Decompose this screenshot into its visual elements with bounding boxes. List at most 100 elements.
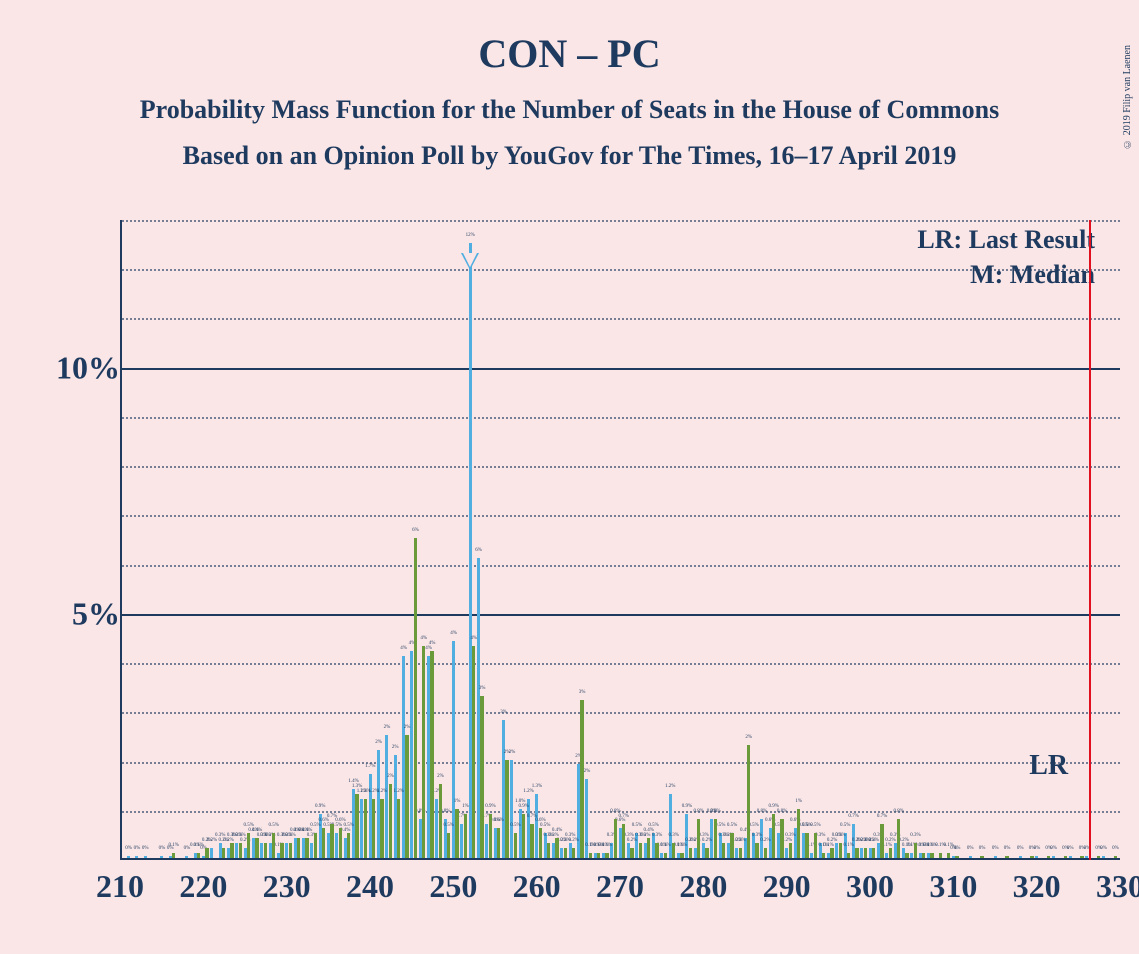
bar-value-label: 0.3% xyxy=(835,833,845,838)
bar-green xyxy=(872,848,875,858)
bar-green xyxy=(780,819,783,858)
bar-value-label: 0.8% xyxy=(777,809,787,814)
bar-green xyxy=(839,843,842,858)
bar-value-label: 0% xyxy=(1079,846,1086,851)
bar-value-label: 0.1% xyxy=(844,843,854,848)
bar-value-label: 0.9% xyxy=(519,804,529,809)
plot-area: LR: Last Result M: Median 0%0%0%0%0%0%0.… xyxy=(120,220,1120,860)
chart-subtitle: Probability Mass Function for the Number… xyxy=(0,95,1139,125)
bar-value-label: 0.3% xyxy=(669,833,679,838)
bar-value-label: 0.5% xyxy=(727,823,737,828)
bar-value-label: 1.2% xyxy=(394,789,404,794)
bar-value-label: 1.2% xyxy=(523,789,533,794)
bar-green xyxy=(914,843,917,858)
bar-blue xyxy=(1035,856,1038,858)
bar-value-label: 0.3% xyxy=(635,833,645,838)
bar-green xyxy=(897,819,900,858)
x-axis-label: 320 xyxy=(1013,868,1061,905)
bar-green xyxy=(414,538,417,858)
bar-value-label: 0.3% xyxy=(260,833,270,838)
bar-blue xyxy=(969,856,972,858)
bar-value-label: 0.5% xyxy=(632,823,642,828)
bar-green xyxy=(355,794,358,858)
bar-green xyxy=(372,799,375,858)
bar-green xyxy=(405,735,408,858)
bar-green xyxy=(289,843,292,858)
gridline-minor xyxy=(122,220,1120,222)
bar-green xyxy=(439,784,442,858)
x-axis-label: 250 xyxy=(429,868,477,905)
bar-green xyxy=(572,848,575,858)
bar-green xyxy=(1005,856,1008,858)
bar-value-label: 0.1% xyxy=(602,843,612,848)
bar-value-label: 0% xyxy=(967,846,974,851)
bar-blue xyxy=(127,856,130,858)
bar-value-label: 0.7% xyxy=(619,814,629,819)
gridline-minor xyxy=(122,811,1120,813)
bar-value-label: 0.3% xyxy=(910,833,920,838)
bar-blue xyxy=(1069,856,1072,858)
bar-value-label: 0% xyxy=(134,846,141,851)
bar-green xyxy=(397,799,400,858)
bar-value-label: 0.8% xyxy=(694,809,704,814)
bar-green xyxy=(380,799,383,858)
bar-value-label: 3% xyxy=(500,710,507,715)
bar-value-label: 0.2% xyxy=(827,838,837,843)
bar-value-label: 0% xyxy=(125,846,132,851)
bar-green xyxy=(222,848,225,858)
bar-green xyxy=(464,814,467,858)
lr-reference-line xyxy=(1089,220,1091,860)
x-axis-label: 220 xyxy=(179,868,227,905)
x-axis-line xyxy=(122,858,1120,860)
bar-value-label: 0.8% xyxy=(710,809,720,814)
gridline-minor xyxy=(122,417,1120,419)
bar-green xyxy=(564,848,567,858)
bar-value-label: 4% xyxy=(470,636,477,641)
bar-green xyxy=(580,700,583,858)
bar-green xyxy=(814,833,817,858)
x-axis-label: 310 xyxy=(929,868,977,905)
bar-green xyxy=(272,833,275,858)
bar-value-label: 0.5% xyxy=(344,823,354,828)
bar-value-label: 1% xyxy=(462,804,469,809)
bar-value-label: 0.5% xyxy=(310,823,320,828)
bar-value-label: 1.7% xyxy=(365,764,375,769)
bar-value-label: 0.2% xyxy=(627,838,637,843)
bar-blue xyxy=(185,856,188,858)
bar-green xyxy=(255,838,258,858)
gridline-minor xyxy=(122,565,1120,567)
bar-value-label: 0.3% xyxy=(544,833,554,838)
bar-value-label: 0.1% xyxy=(819,843,829,848)
bar-green xyxy=(1080,856,1083,858)
bar-value-label: 2% xyxy=(387,774,394,779)
bar-value-label: 2% xyxy=(504,750,511,755)
bar-green xyxy=(1097,856,1100,858)
bar-green xyxy=(505,760,508,858)
gridline-minor xyxy=(122,663,1120,665)
y-axis-label: 10% xyxy=(56,349,120,386)
bar-green xyxy=(955,856,958,858)
bar-green xyxy=(930,853,933,858)
bar-green xyxy=(855,848,858,858)
bar-blue xyxy=(994,856,997,858)
bar-value-label: 2% xyxy=(745,735,752,740)
x-axis-labels: 210220230240250260270280290300310320330 xyxy=(120,868,1120,918)
gridline-minor xyxy=(122,762,1120,764)
bar-value-label: 4% xyxy=(400,646,407,651)
bar-value-label: 2% xyxy=(392,745,399,750)
bar-green xyxy=(422,646,425,858)
bar-value-label: 4% xyxy=(450,631,457,636)
lr-marker-label: LR xyxy=(1029,750,1068,782)
bar-green xyxy=(905,853,908,858)
x-axis-label: 270 xyxy=(596,868,644,905)
bar-green xyxy=(639,843,642,858)
bar-green xyxy=(305,838,308,858)
bar-green xyxy=(697,819,700,858)
bar-value-label: 0.3% xyxy=(785,833,795,838)
bar-value-label: 0.2% xyxy=(885,838,895,843)
bar-value-label: 0% xyxy=(1112,846,1119,851)
bar-value-label: 1% xyxy=(795,799,802,804)
chart-container: LR: Last Result M: Median 0%0%0%0%0%0%0.… xyxy=(40,220,1130,920)
bar-value-label: 0.1% xyxy=(902,843,912,848)
bar-green xyxy=(647,838,650,858)
